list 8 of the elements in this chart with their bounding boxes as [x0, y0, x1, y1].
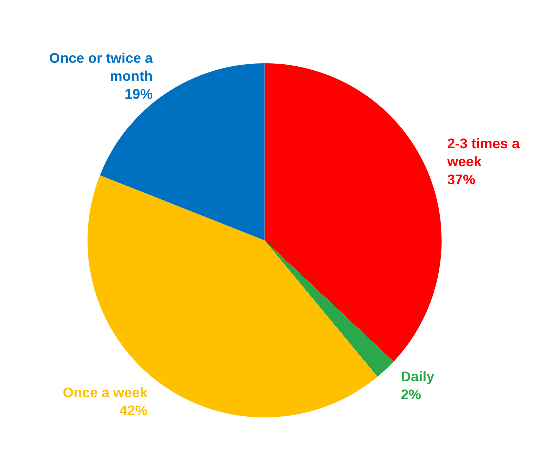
slice-label: 2-3 times a week: [446, 136, 524, 170]
slice-label: Once a week: [62, 384, 148, 401]
data-label: 37%: [448, 172, 476, 188]
slice-label: Daily: [401, 368, 435, 385]
data-label: 42%: [120, 402, 148, 419]
data-label: 19%: [124, 86, 154, 102]
data-label: 2%: [401, 386, 422, 403]
slice-label: Once or twice a month: [49, 50, 154, 84]
